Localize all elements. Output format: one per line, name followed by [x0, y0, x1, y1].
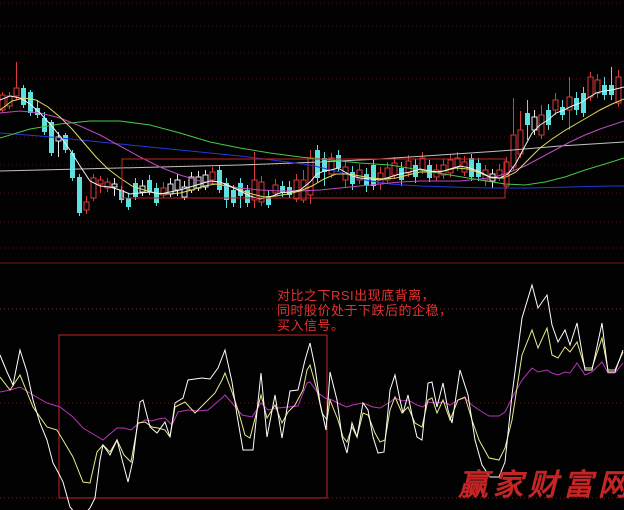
ma-white	[0, 86, 624, 200]
annotation-line-1: 对比之下RSI出现底背离，	[277, 288, 436, 303]
grid-lines	[0, 2, 624, 499]
rsi-fast-white	[0, 283, 624, 510]
annotation-line-2: 同时股价处于下跌后的企稳，	[277, 303, 453, 318]
rsi-divergence-annotation: 对比之下RSI出现底背离， 同时股价处于下跌后的企稳， 买入信号。	[277, 288, 453, 333]
watermark: 赢家财富网	[458, 468, 624, 503]
ma-magenta	[0, 110, 624, 192]
ma-yellow	[0, 97, 624, 198]
rsi-slow-magenta	[0, 361, 624, 441]
rsi-lines	[0, 283, 624, 510]
highlight-box-price	[121, 158, 506, 199]
longest-ma-gray	[0, 141, 624, 172]
candlestick-series	[0, 62, 622, 216]
highlight-box-rsi	[58, 334, 328, 499]
ma-green	[0, 120, 624, 186]
long-ma-blue	[0, 132, 624, 189]
ma-lines	[0, 86, 624, 200]
annotation-line-3: 买入信号。	[277, 318, 345, 333]
